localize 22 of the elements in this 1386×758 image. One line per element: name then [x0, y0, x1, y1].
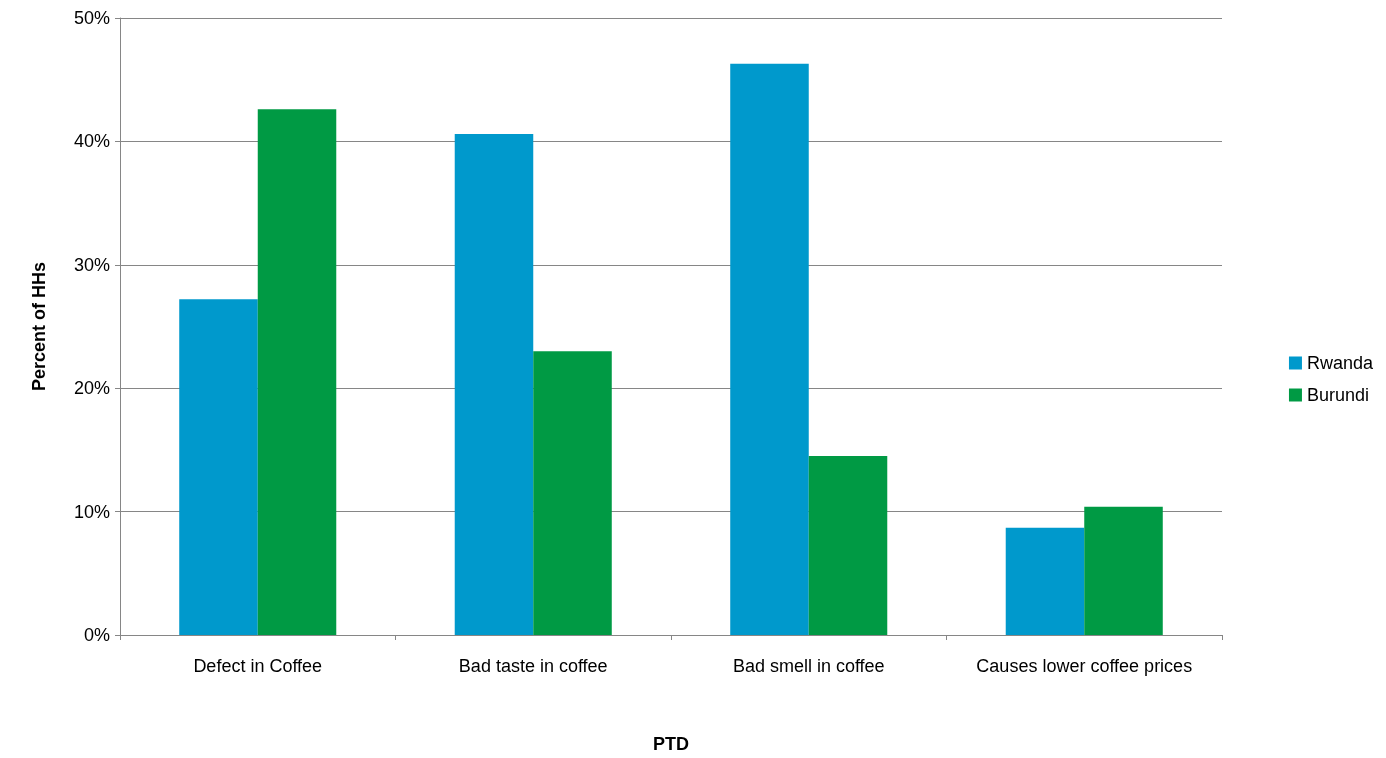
y-axis-title: Percent of HHs: [29, 261, 49, 392]
x-tick-label: Defect in Coffee: [193, 656, 323, 676]
bar: [808, 456, 888, 635]
legend-label: Burundi: [1306, 385, 1370, 405]
legend-label: Rwanda: [1306, 353, 1374, 373]
x-tick-label: Causes lower coffee prices: [976, 656, 1193, 676]
y-tick-label: 50%: [73, 8, 110, 28]
y-tick-label: 30%: [73, 254, 110, 275]
y-tick-label: 40%: [73, 131, 110, 152]
y-tick-label: 10%: [73, 501, 110, 522]
x-tick-label: Bad taste in coffee: [458, 656, 608, 676]
y-tick-label: 20%: [73, 378, 110, 399]
x-axis-title: PTD: [653, 734, 689, 754]
bar: [1084, 506, 1163, 635]
bar: [730, 63, 809, 635]
bar: [533, 351, 612, 635]
bar: [454, 134, 534, 635]
bar: [1005, 527, 1085, 635]
bar: [179, 299, 258, 635]
bar: [257, 109, 337, 635]
y-tick-label: 0%: [83, 625, 110, 645]
x-tick-label: Bad smell in coffee: [732, 656, 885, 676]
